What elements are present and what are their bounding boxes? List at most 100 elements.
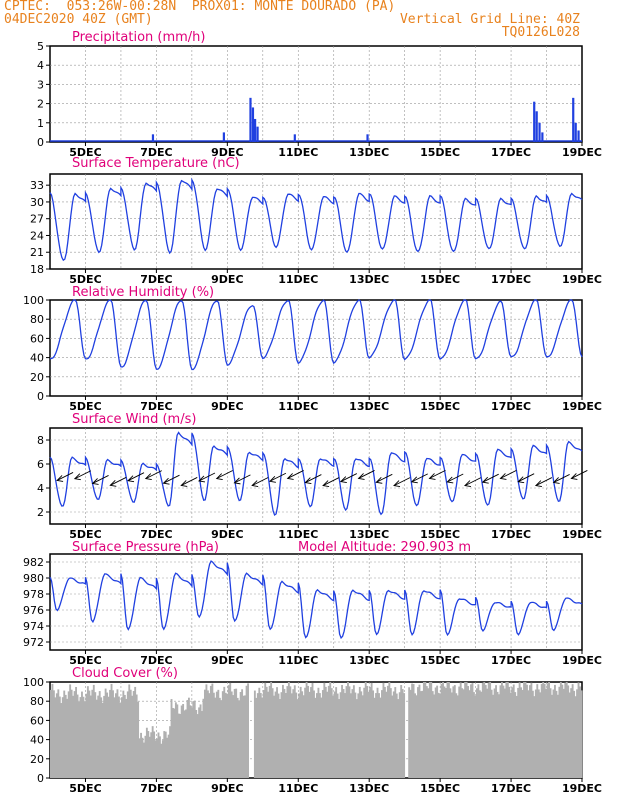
wind-arrowhead — [180, 480, 188, 487]
precip-xtick-label: 19DEC — [562, 146, 602, 159]
wind-arrow — [110, 476, 127, 486]
cloud-bar — [57, 689, 60, 778]
press-xtick-label: 15DEC — [420, 654, 460, 667]
cloud-bar — [347, 682, 349, 778]
cloud-bar — [182, 703, 185, 778]
cloud-bar — [467, 686, 470, 778]
wind-arrow — [92, 475, 109, 484]
cloud-bar — [496, 691, 499, 778]
cloud-bar — [214, 697, 217, 778]
cloud-bar — [478, 690, 481, 778]
rh-title: Relative Humidity (%) — [72, 285, 214, 300]
wind-arrow — [74, 470, 92, 480]
wind-arrowhead — [570, 473, 578, 480]
rh-frame — [49, 299, 583, 397]
cloud-bar — [554, 684, 556, 778]
wind-ytick-label: 2 — [37, 506, 44, 519]
cloud-bar — [527, 690, 530, 778]
cloud-bar — [212, 692, 215, 778]
cloud-bar — [336, 693, 339, 778]
cloud-bar — [295, 692, 298, 778]
precip-bar — [256, 126, 259, 142]
wind-arrowhead — [464, 480, 472, 488]
wind-arrowhead — [304, 477, 312, 485]
cloud-bar — [293, 685, 296, 778]
cloud-bar — [83, 701, 86, 778]
rh-ytick-label: 60 — [30, 332, 44, 345]
cloud-bar — [314, 697, 317, 778]
wind-arrow — [269, 472, 287, 482]
cloud-xtick-label: 11DEC — [278, 782, 318, 795]
precip-ytick-label: 3 — [37, 78, 44, 91]
cloud-bar — [358, 686, 361, 778]
cloud-bar — [70, 689, 73, 778]
cloud-bar — [552, 689, 555, 778]
precip-title: Precipitation (mm/h) — [72, 30, 205, 45]
cloud-bar — [521, 689, 524, 778]
cloud-bar — [556, 694, 559, 778]
cloud-bar — [551, 694, 553, 778]
cloud-bar — [302, 695, 305, 778]
cloud-bar — [131, 695, 134, 778]
cloud-bar — [502, 685, 505, 778]
cloud-bar — [158, 736, 161, 778]
cloud-bar — [517, 687, 520, 778]
cloud-bar — [505, 682, 508, 778]
cloud-bar — [58, 696, 61, 778]
cloud-ytick-label: 0 — [37, 772, 44, 785]
cloud-title: Cloud Cover (%) — [72, 666, 178, 681]
precip-bar — [572, 97, 575, 142]
cloud-bar — [455, 693, 458, 778]
temp-ytick-label: 30 — [30, 196, 44, 209]
temp-ytick-label: 21 — [30, 246, 44, 259]
cloud-bar — [364, 682, 367, 778]
press-frame — [49, 553, 583, 651]
cloud-bar — [562, 688, 565, 778]
cloud-bar — [335, 687, 338, 778]
cloud-bar — [170, 699, 173, 778]
cloud-bar — [518, 682, 521, 778]
cloud-bar — [480, 691, 483, 778]
temp-xtick-label: 13DEC — [349, 273, 389, 286]
cloud-bar — [258, 687, 261, 778]
cloud-bar — [144, 735, 147, 778]
cloud-bar — [483, 682, 486, 778]
cloud-bar — [296, 699, 299, 778]
cloud-bar — [151, 726, 154, 778]
cloud-bar — [453, 685, 456, 778]
cloud-bar — [465, 682, 468, 778]
cloud-bar — [357, 693, 360, 778]
precip-ytick-label: 2 — [37, 98, 44, 111]
cloud-bar — [370, 682, 373, 778]
cloud-bar — [218, 697, 221, 778]
cloud-bar — [394, 687, 397, 778]
wind-arrow — [127, 472, 145, 482]
cloud-bar — [414, 693, 416, 778]
cloud-bar — [190, 707, 193, 778]
cloud-bar — [462, 689, 465, 778]
cloud-bar — [202, 698, 205, 778]
cloud-bar — [442, 682, 444, 778]
cloud-bar — [409, 689, 412, 778]
wind-arrowhead — [339, 476, 347, 484]
wind-xtick-label: 15DEC — [420, 528, 460, 541]
cloud-bar — [427, 688, 430, 778]
cloud-bar — [411, 683, 414, 778]
cloud-bar — [430, 682, 433, 778]
cloud-bar — [401, 689, 404, 778]
cloud-xtick-label: 7DEC — [140, 782, 172, 795]
wind-arrowhead — [109, 480, 117, 487]
cloud-bar — [450, 692, 453, 778]
cloud-bar — [324, 686, 327, 778]
cloud-bar — [360, 691, 363, 778]
cloud-bar — [349, 693, 352, 778]
cloud-bar — [253, 690, 256, 778]
cloud-bar — [107, 696, 110, 778]
cloud-bar — [137, 701, 140, 778]
cloud-bar — [173, 708, 176, 778]
press-title: Surface Pressure (hPa) — [72, 540, 219, 555]
cloud-bar — [564, 682, 567, 778]
precip-xtick-label: 9DEC — [211, 146, 243, 159]
cloud-bar — [140, 732, 142, 778]
cloud-bar — [206, 690, 209, 778]
